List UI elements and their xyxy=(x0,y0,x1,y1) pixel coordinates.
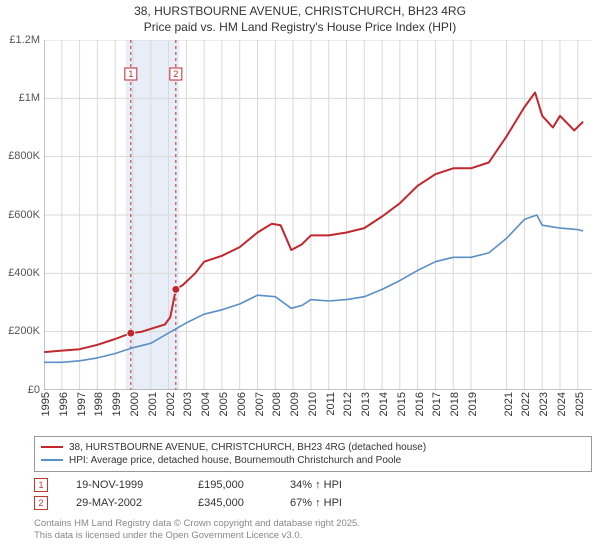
x-tick-label: 1998 xyxy=(93,392,105,416)
x-tick-label: 2009 xyxy=(289,392,301,416)
sale-delta: 34% ↑ HPI xyxy=(290,479,342,491)
sale-date: 29-MAY-2002 xyxy=(76,497,176,509)
x-tick-label: 2000 xyxy=(129,392,141,416)
x-tick-label: 2011 xyxy=(325,392,337,416)
x-tick-label: 2014 xyxy=(378,392,390,416)
legend-label: HPI: Average price, detached house, Bour… xyxy=(69,455,401,466)
sale-date: 19-NOV-1999 xyxy=(76,479,176,491)
x-tick-label: 2025 xyxy=(574,392,586,416)
svg-text:1: 1 xyxy=(128,69,133,79)
chart-svg: 12 xyxy=(44,40,592,390)
x-axis-labels: 1995199619971998199920002001200220032004… xyxy=(44,392,592,432)
sale-badge: 1 xyxy=(34,478,48,492)
footer: Contains HM Land Registry data © Crown c… xyxy=(34,518,592,543)
y-tick-label: £0 xyxy=(28,384,40,396)
sale-row: 2 29-MAY-2002 £345,000 67% ↑ HPI xyxy=(34,494,592,512)
x-tick-label: 1996 xyxy=(58,392,70,416)
x-tick-label: 2010 xyxy=(307,392,319,416)
x-tick-label: 2013 xyxy=(360,392,372,416)
y-tick-label: £400K xyxy=(8,267,40,279)
x-tick-label: 2017 xyxy=(431,392,443,416)
x-tick-label: 2018 xyxy=(449,392,461,416)
x-tick-label: 2023 xyxy=(538,392,550,416)
x-tick-label: 1999 xyxy=(111,392,123,416)
footer-line: Contains HM Land Registry data © Crown c… xyxy=(34,518,592,530)
y-tick-label: £1.2M xyxy=(9,34,40,46)
legend-item: 38, HURSTBOURNE AVENUE, CHRISTCHURCH, BH… xyxy=(41,441,585,454)
x-tick-label: 2021 xyxy=(503,392,515,416)
legend-swatch xyxy=(41,459,63,461)
x-tick-label: 1997 xyxy=(76,392,88,416)
chart-container: 38, HURSTBOURNE AVENUE, CHRISTCHURCH, BH… xyxy=(0,0,600,560)
x-tick-label: 2008 xyxy=(271,392,283,416)
legend: 38, HURSTBOURNE AVENUE, CHRISTCHURCH, BH… xyxy=(34,436,592,472)
x-tick-label: 2001 xyxy=(147,392,159,416)
y-tick-label: £1M xyxy=(19,92,40,104)
x-tick-label: 1995 xyxy=(40,392,52,416)
x-tick-label: 2016 xyxy=(414,392,426,416)
x-tick-label: 2004 xyxy=(200,392,212,416)
x-tick-label: 2022 xyxy=(520,392,532,416)
x-tick-label: 2003 xyxy=(182,392,194,416)
legend-label: 38, HURSTBOURNE AVENUE, CHRISTCHURCH, BH… xyxy=(69,442,426,453)
x-tick-label: 2007 xyxy=(254,392,266,416)
sale-badge: 2 xyxy=(34,496,48,510)
x-tick-label: 2002 xyxy=(165,392,177,416)
y-tick-label: £800K xyxy=(8,150,40,162)
x-tick-label: 2006 xyxy=(236,392,248,416)
sales-list: 1 19-NOV-1999 £195,000 34% ↑ HPI 2 29-MA… xyxy=(34,476,592,512)
plot-area: £0£200K£400K£600K£800K£1M£1.2M 12 xyxy=(44,40,592,390)
x-tick-label: 2015 xyxy=(396,392,408,416)
y-tick-label: £200K xyxy=(8,325,40,337)
x-tick-label: 2012 xyxy=(342,392,354,416)
x-tick-label: 2019 xyxy=(467,392,479,416)
x-tick-label: 2024 xyxy=(556,392,568,416)
legend-item: HPI: Average price, detached house, Bour… xyxy=(41,454,585,467)
footer-line: This data is licensed under the Open Gov… xyxy=(34,530,592,542)
sale-price: £195,000 xyxy=(198,479,268,491)
y-tick-label: £600K xyxy=(8,209,40,221)
sale-price: £345,000 xyxy=(198,497,268,509)
svg-text:2: 2 xyxy=(173,69,178,79)
y-axis-labels: £0£200K£400K£600K£800K£1M£1.2M xyxy=(4,40,40,390)
x-tick-label: 2005 xyxy=(218,392,230,416)
legend-swatch xyxy=(41,446,63,448)
sale-row: 1 19-NOV-1999 £195,000 34% ↑ HPI xyxy=(34,476,592,494)
chart-title-line1: 38, HURSTBOURNE AVENUE, CHRISTCHURCH, BH… xyxy=(0,0,600,20)
chart-title-line2: Price paid vs. HM Land Registry's House … xyxy=(0,20,600,36)
sale-delta: 67% ↑ HPI xyxy=(290,497,342,509)
